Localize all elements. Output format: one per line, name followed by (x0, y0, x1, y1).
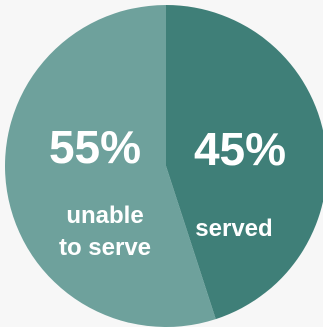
pie-slice-unable-to-serve (4, 5, 216, 327)
slice-category-label: unable to serve (59, 202, 151, 261)
slice-category-label-line: unable (66, 202, 143, 229)
slice-category-label-line: served (195, 215, 272, 242)
slice-value-label: 45% (194, 123, 286, 175)
slice-category-label-line: to serve (59, 234, 151, 261)
pie-slice-served (166, 5, 323, 320)
slice-category-label: served (195, 215, 272, 242)
slice-value-label: 55% (49, 121, 141, 173)
